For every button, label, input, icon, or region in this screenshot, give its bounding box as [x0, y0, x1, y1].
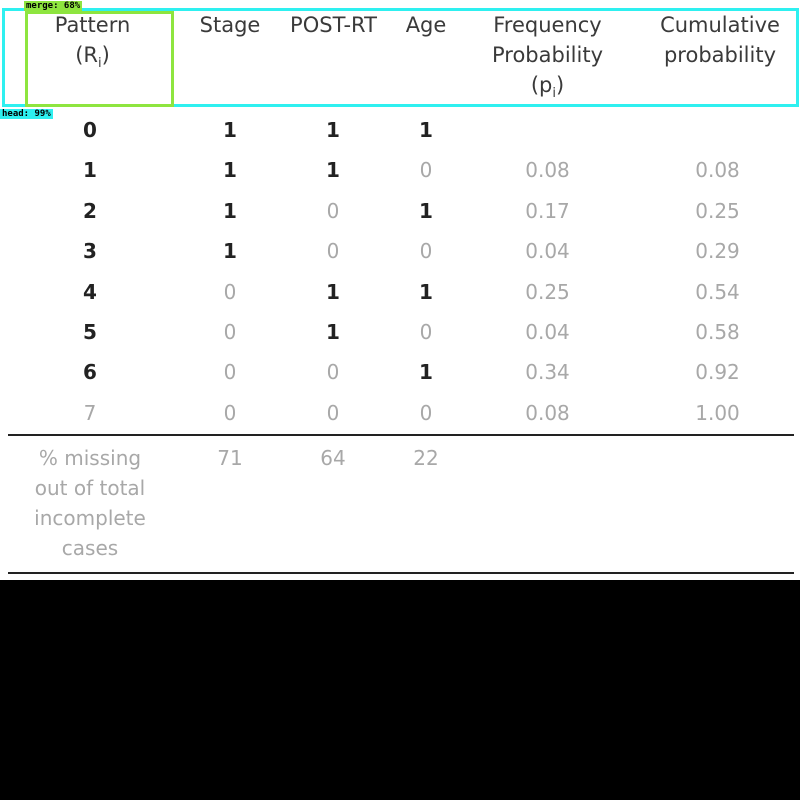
header-age: Age [405, 13, 447, 37]
table-page: Pattern (Ri) Stage POST-RT Age Frequency… [0, 1, 799, 574]
row-4-pattern: 4 [83, 279, 97, 304]
row-4-freq: 0.25 [525, 279, 570, 304]
footer-post-rt: 64 [320, 446, 346, 470]
header-stage: Stage [199, 13, 261, 37]
row-1-stage: 1 [223, 158, 237, 183]
row-6-freq: 0.34 [525, 360, 570, 385]
header-cumulative: Cumulative probability [660, 13, 780, 67]
footer-age: 22 [413, 446, 439, 470]
row-3-pattern: 3 [83, 239, 97, 264]
row-6-cum: 0.92 [695, 360, 740, 385]
merge-detection-label: merge: 68% [24, 1, 83, 11]
row-5-pattern: 5 [83, 320, 97, 344]
row-2-freq: 0.17 [525, 198, 570, 223]
row-7-post-rt: 0 [326, 400, 340, 425]
row-4-stage: 0 [223, 279, 237, 304]
head-detection-label: head: 99% [0, 109, 53, 119]
header-frequency: Frequency Probability (pi) [491, 13, 603, 102]
row-6-stage: 0 [223, 360, 237, 385]
row-1-pattern: 1 [83, 158, 97, 183]
row-0-age: 1 [419, 118, 433, 142]
row-6-pattern: 6 [83, 360, 97, 385]
row-7-stage: 0 [223, 400, 237, 425]
row-5-stage: 0 [223, 320, 237, 344]
row-3-stage: 1 [223, 239, 237, 264]
row-7-freq: 0.08 [525, 400, 570, 425]
row-5-age: 0 [419, 320, 433, 344]
row-2-pattern: 2 [83, 198, 97, 223]
row-7-pattern: 7 [83, 400, 97, 425]
footer-stage: 71 [217, 446, 243, 470]
row-0-post-rt: 1 [326, 118, 340, 142]
row-1-age: 0 [419, 158, 433, 183]
merge-detection-box [25, 11, 174, 107]
row-7-cum: 1.00 [695, 400, 740, 425]
header-post-rt: POST-RT [290, 13, 377, 37]
black-padding [0, 580, 800, 800]
row-2-post-rt: 0 [326, 198, 340, 223]
row-2-stage: 1 [223, 198, 237, 223]
row-2-age: 1 [419, 198, 433, 223]
row-6-age: 1 [419, 360, 433, 385]
row-1-freq: 0.08 [525, 158, 570, 183]
row-3-cum: 0.29 [695, 239, 740, 264]
row-2-cum: 0.25 [695, 198, 740, 223]
row-0-stage: 1 [223, 118, 237, 142]
row-1-post-rt: 1 [326, 158, 340, 183]
row-3-post-rt: 0 [326, 239, 340, 264]
row-5-cum: 0.58 [695, 320, 740, 344]
row-4-cum: 0.54 [695, 279, 740, 304]
row-3-age: 0 [419, 239, 433, 264]
row-7-age: 0 [419, 400, 433, 425]
row-5-post-rt: 1 [326, 320, 340, 344]
row-5-freq: 0.04 [525, 320, 570, 344]
header-pattern: Pattern (Ri) [54, 13, 131, 72]
row-6-post-rt: 0 [326, 360, 340, 385]
footer-label: % missing out of total incomplete cases [34, 446, 146, 560]
row-1-cum: 0.08 [695, 158, 740, 183]
row-3-freq: 0.04 [525, 239, 570, 264]
table-rule-middle [8, 434, 794, 436]
row-0-pattern: 0 [83, 118, 97, 142]
table-rule-bottom [8, 572, 794, 574]
row-4-post-rt: 1 [326, 279, 340, 304]
row-4-age: 1 [419, 279, 433, 304]
head-detection-box [2, 8, 799, 107]
